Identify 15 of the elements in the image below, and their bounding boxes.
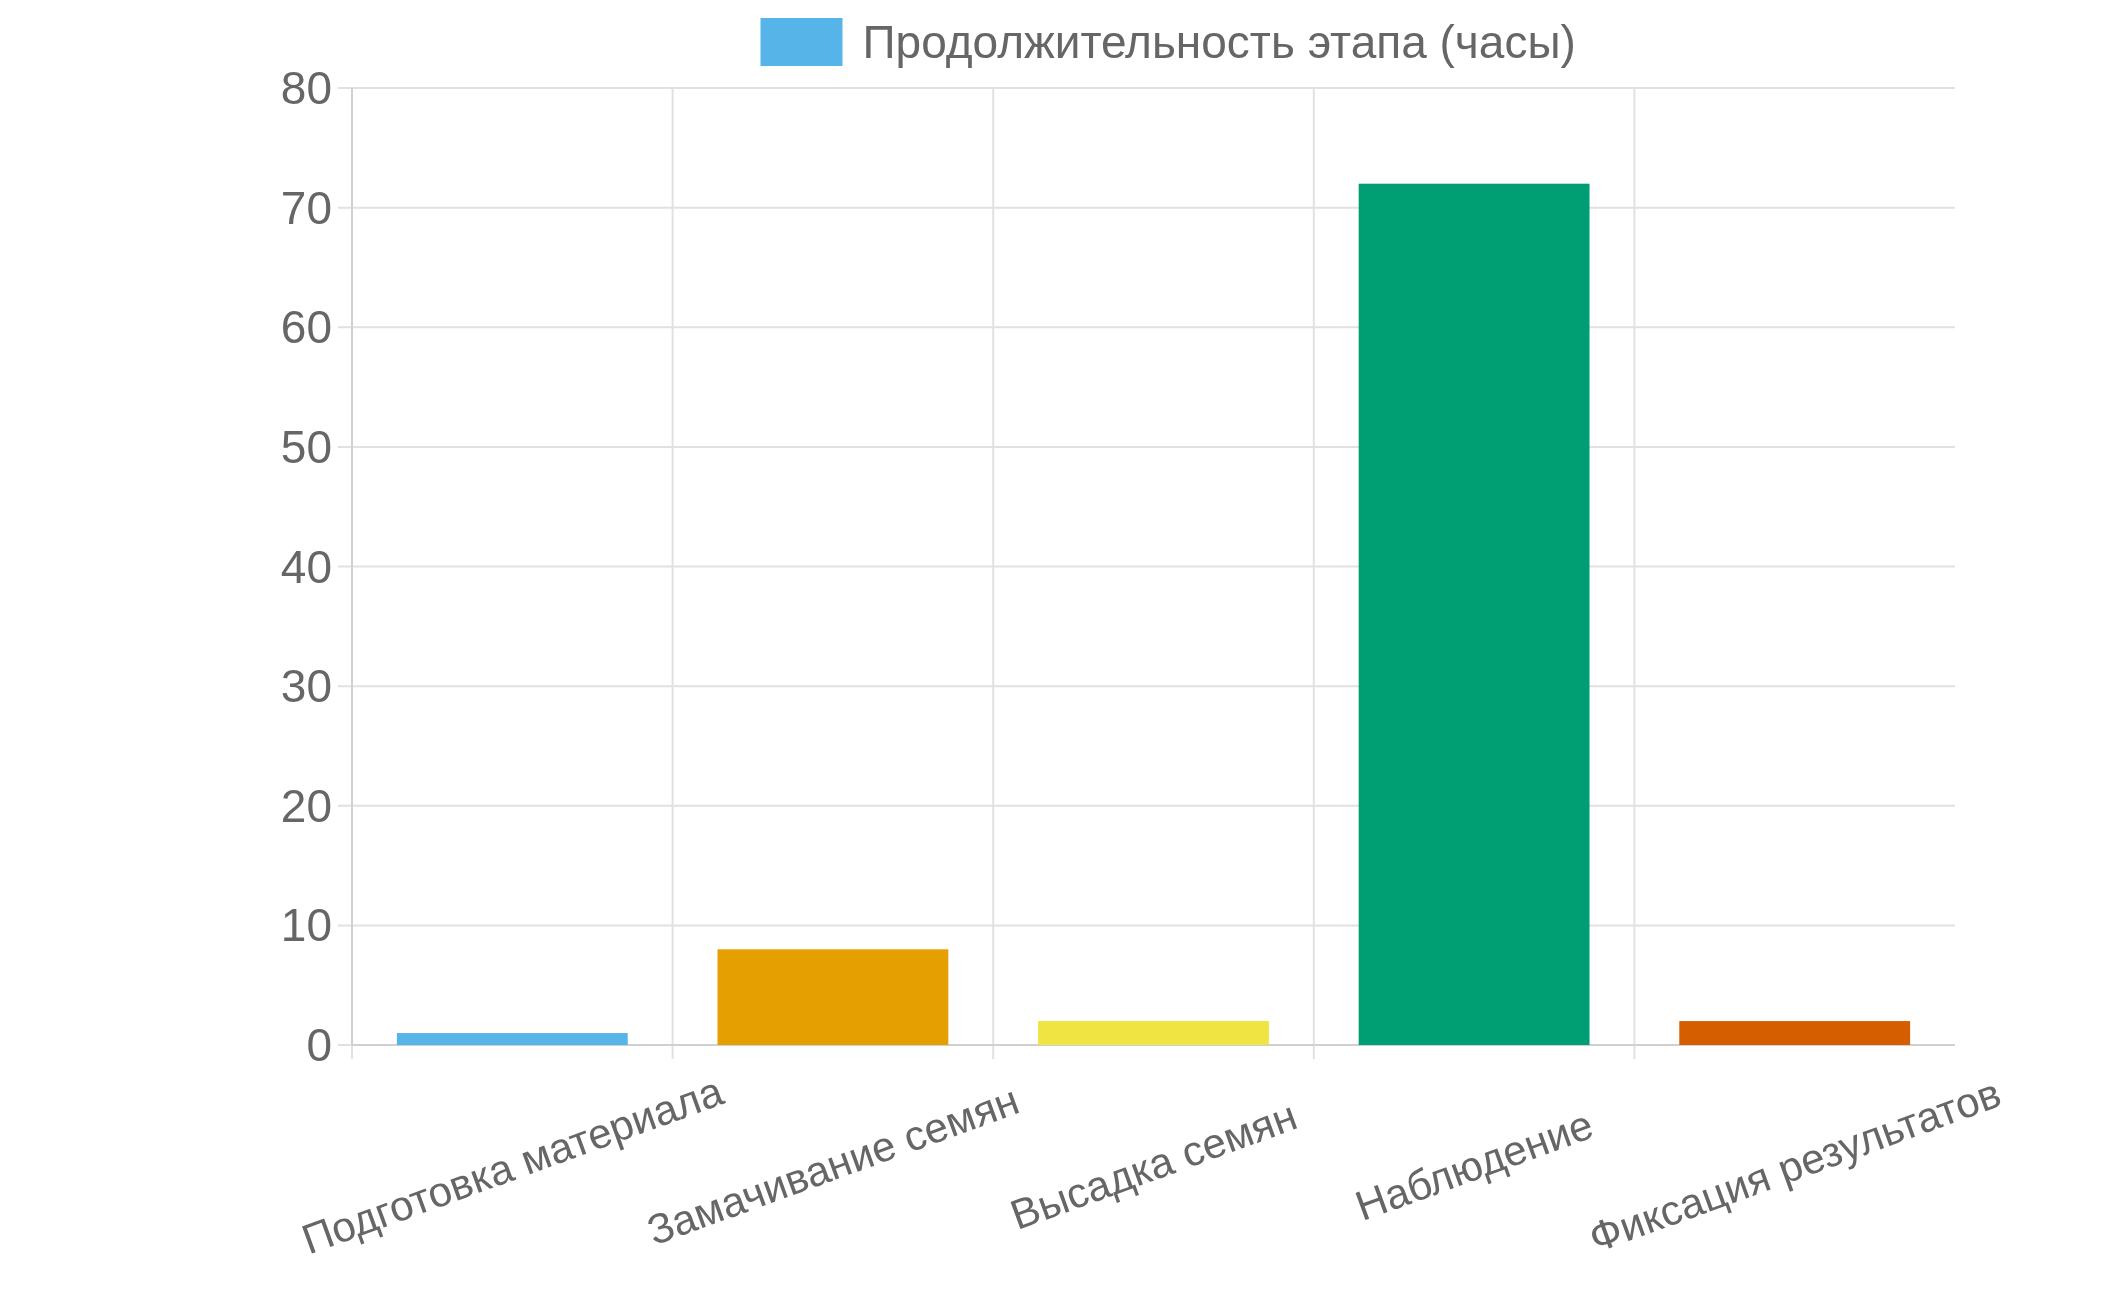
y-tick-label: 80 [280, 62, 332, 115]
bar [1358, 183, 1590, 1045]
y-tick-label: 0 [306, 1019, 332, 1072]
y-tick-label: 30 [280, 660, 332, 713]
y-tick-label: 50 [280, 420, 332, 473]
y-tick-label: 40 [280, 540, 332, 593]
y-tick-label: 10 [280, 899, 332, 952]
y-tick-label: 60 [280, 301, 332, 354]
legend-label: Продолжительность этапа (часы) [862, 16, 1576, 69]
bar [1679, 1021, 1911, 1046]
bar [717, 949, 949, 1045]
bar [396, 1033, 628, 1045]
bar [1038, 1021, 1269, 1046]
y-tick-label: 70 [280, 181, 332, 234]
y-tick-label: 20 [280, 779, 332, 832]
